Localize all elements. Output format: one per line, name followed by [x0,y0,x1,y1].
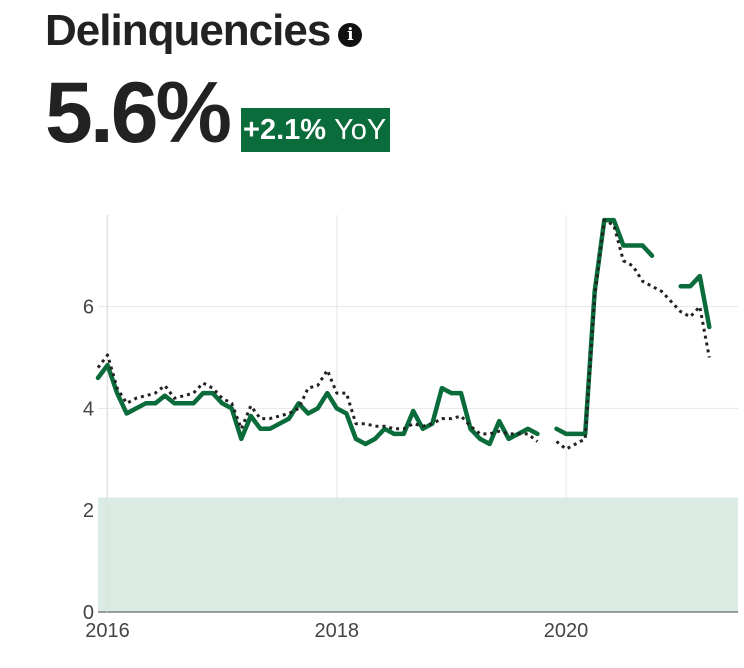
page-title: Delinquencies [45,6,331,55]
solid-series-line-segment-2 [554,217,655,437]
dotted-series-line-segment-1 [96,353,539,443]
shaded-band [98,497,738,612]
y-tick-label: 2 [83,500,94,522]
yoy-change: +2.1% [243,114,327,146]
kpi-value: 5.6% [45,65,232,161]
y-tick-label: 0 [83,602,94,624]
yoy-suffix: YoY [334,114,387,146]
x-tick-label: 2020 [544,620,589,642]
x-tick-label: 2018 [315,620,360,642]
info-icon[interactable]: i [338,23,363,47]
solid-series-line-segment-3 [678,273,712,330]
header: Delinquencies i [45,6,363,56]
x-tick-label: 2016 [85,620,130,642]
kpi-row: 5.6% +2.1% YoY [45,65,391,161]
y-tick-label: 6 [83,297,94,319]
y-tick-label: 4 [83,398,94,420]
yoy-badge: +2.1% YoY [241,108,391,152]
solid-series-line-segment-1 [95,362,540,447]
dotted-series-line-segment-2 [555,218,711,451]
